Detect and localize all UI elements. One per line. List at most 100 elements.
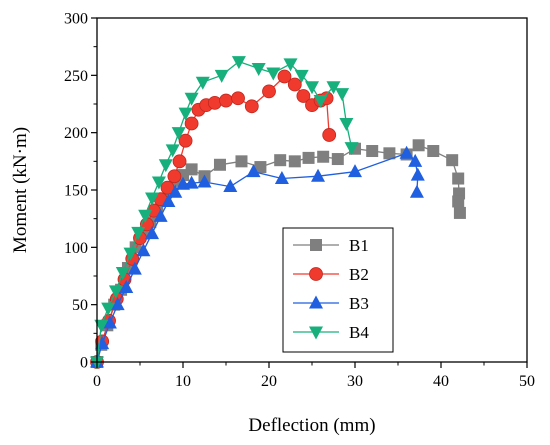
legend-label: B4 — [349, 323, 369, 342]
data-point — [274, 154, 287, 167]
data-point — [197, 174, 212, 188]
data-point — [399, 145, 414, 159]
x-tick-label: 0 — [93, 373, 101, 390]
data-point — [168, 184, 183, 198]
data-point — [287, 77, 302, 92]
data-point — [288, 155, 301, 168]
data-point — [119, 279, 134, 293]
data-point — [452, 172, 465, 185]
data-point — [244, 99, 259, 114]
data-point — [185, 163, 198, 176]
axes: 0 10 20 30 40 50 0 50 100 150 200 250 300 — [64, 11, 535, 391]
data-point — [294, 69, 309, 83]
data-point — [446, 154, 459, 167]
data-point — [178, 107, 193, 121]
legend-label: B2 — [349, 265, 369, 284]
data-point — [123, 247, 138, 261]
data-point — [335, 88, 350, 102]
data-point — [138, 209, 153, 223]
data-point — [115, 267, 130, 281]
data-point — [145, 226, 160, 240]
legend-item-B1: B1 — [293, 236, 369, 255]
data-point — [165, 144, 180, 158]
data-point — [161, 193, 176, 207]
legend-item-B2: B2 — [293, 265, 369, 284]
x-tick-label: 40 — [433, 373, 449, 390]
data-point — [223, 179, 238, 193]
data-point — [246, 164, 261, 178]
y-tick-label: 300 — [64, 11, 88, 28]
data-point — [108, 285, 123, 299]
data-point — [366, 145, 379, 158]
data-point — [317, 150, 330, 163]
data-point — [408, 153, 423, 167]
data-point — [383, 147, 396, 160]
legend-marker — [310, 239, 322, 251]
data-point — [322, 128, 337, 142]
data-point — [254, 161, 267, 174]
legend-marker — [309, 326, 323, 340]
series-line — [96, 60, 353, 363]
data-point — [102, 315, 117, 329]
data-point — [172, 154, 187, 169]
y-tick-label: 0 — [80, 355, 88, 372]
y-axis-label: Moment (kN·m) — [10, 127, 31, 253]
data-point — [184, 175, 199, 189]
data-point — [344, 142, 359, 156]
plot-marks — [90, 56, 466, 370]
legend-item-B4: B4 — [293, 323, 369, 342]
data-point — [235, 155, 248, 168]
data-point — [110, 297, 125, 311]
data-point — [412, 139, 425, 152]
y-tick-label: 50 — [72, 297, 88, 314]
data-point — [410, 167, 425, 181]
y-tick-label: 200 — [64, 125, 88, 142]
x-tick-label: 30 — [347, 373, 363, 390]
legend-marker — [309, 267, 323, 281]
data-point — [274, 171, 289, 185]
x-tick-label: 50 — [519, 373, 535, 390]
data-point — [131, 226, 146, 240]
data-point — [171, 127, 186, 141]
data-point — [311, 168, 326, 182]
legend: B1 B2 B3 B4 — [282, 227, 394, 353]
data-point — [305, 81, 319, 95]
data-point — [339, 117, 354, 131]
legend-marker — [309, 295, 323, 309]
data-point — [296, 89, 311, 103]
data-point — [313, 95, 328, 109]
legend-box — [282, 227, 394, 353]
data-point — [348, 164, 362, 178]
x-axis-label: Deflection (mm) — [248, 415, 375, 436]
legend-label: B3 — [349, 294, 369, 313]
series-B4 — [90, 56, 359, 370]
data-point — [283, 58, 298, 72]
data-point — [101, 302, 116, 316]
data-point — [136, 243, 151, 257]
data-point — [452, 195, 465, 208]
data-point — [251, 62, 266, 76]
data-point — [207, 95, 222, 110]
data-point — [453, 206, 466, 219]
legend-label: B1 — [349, 236, 369, 255]
data-point — [331, 153, 344, 166]
data-point — [214, 69, 229, 83]
data-point — [427, 145, 440, 158]
data-point — [167, 169, 182, 184]
y-tick-label: 150 — [64, 183, 88, 200]
data-point — [277, 69, 292, 84]
y-tick-label: 250 — [64, 68, 88, 85]
data-point — [409, 184, 424, 198]
x-tick-label: 10 — [175, 373, 191, 390]
y-tick-label: 100 — [64, 240, 88, 257]
data-point — [213, 158, 226, 171]
data-point — [326, 81, 341, 95]
data-point — [178, 133, 193, 148]
data-point — [184, 92, 199, 106]
data-point — [219, 93, 233, 108]
data-point — [127, 261, 142, 275]
data-point — [151, 176, 166, 190]
data-point — [302, 151, 315, 164]
data-point — [153, 208, 168, 222]
